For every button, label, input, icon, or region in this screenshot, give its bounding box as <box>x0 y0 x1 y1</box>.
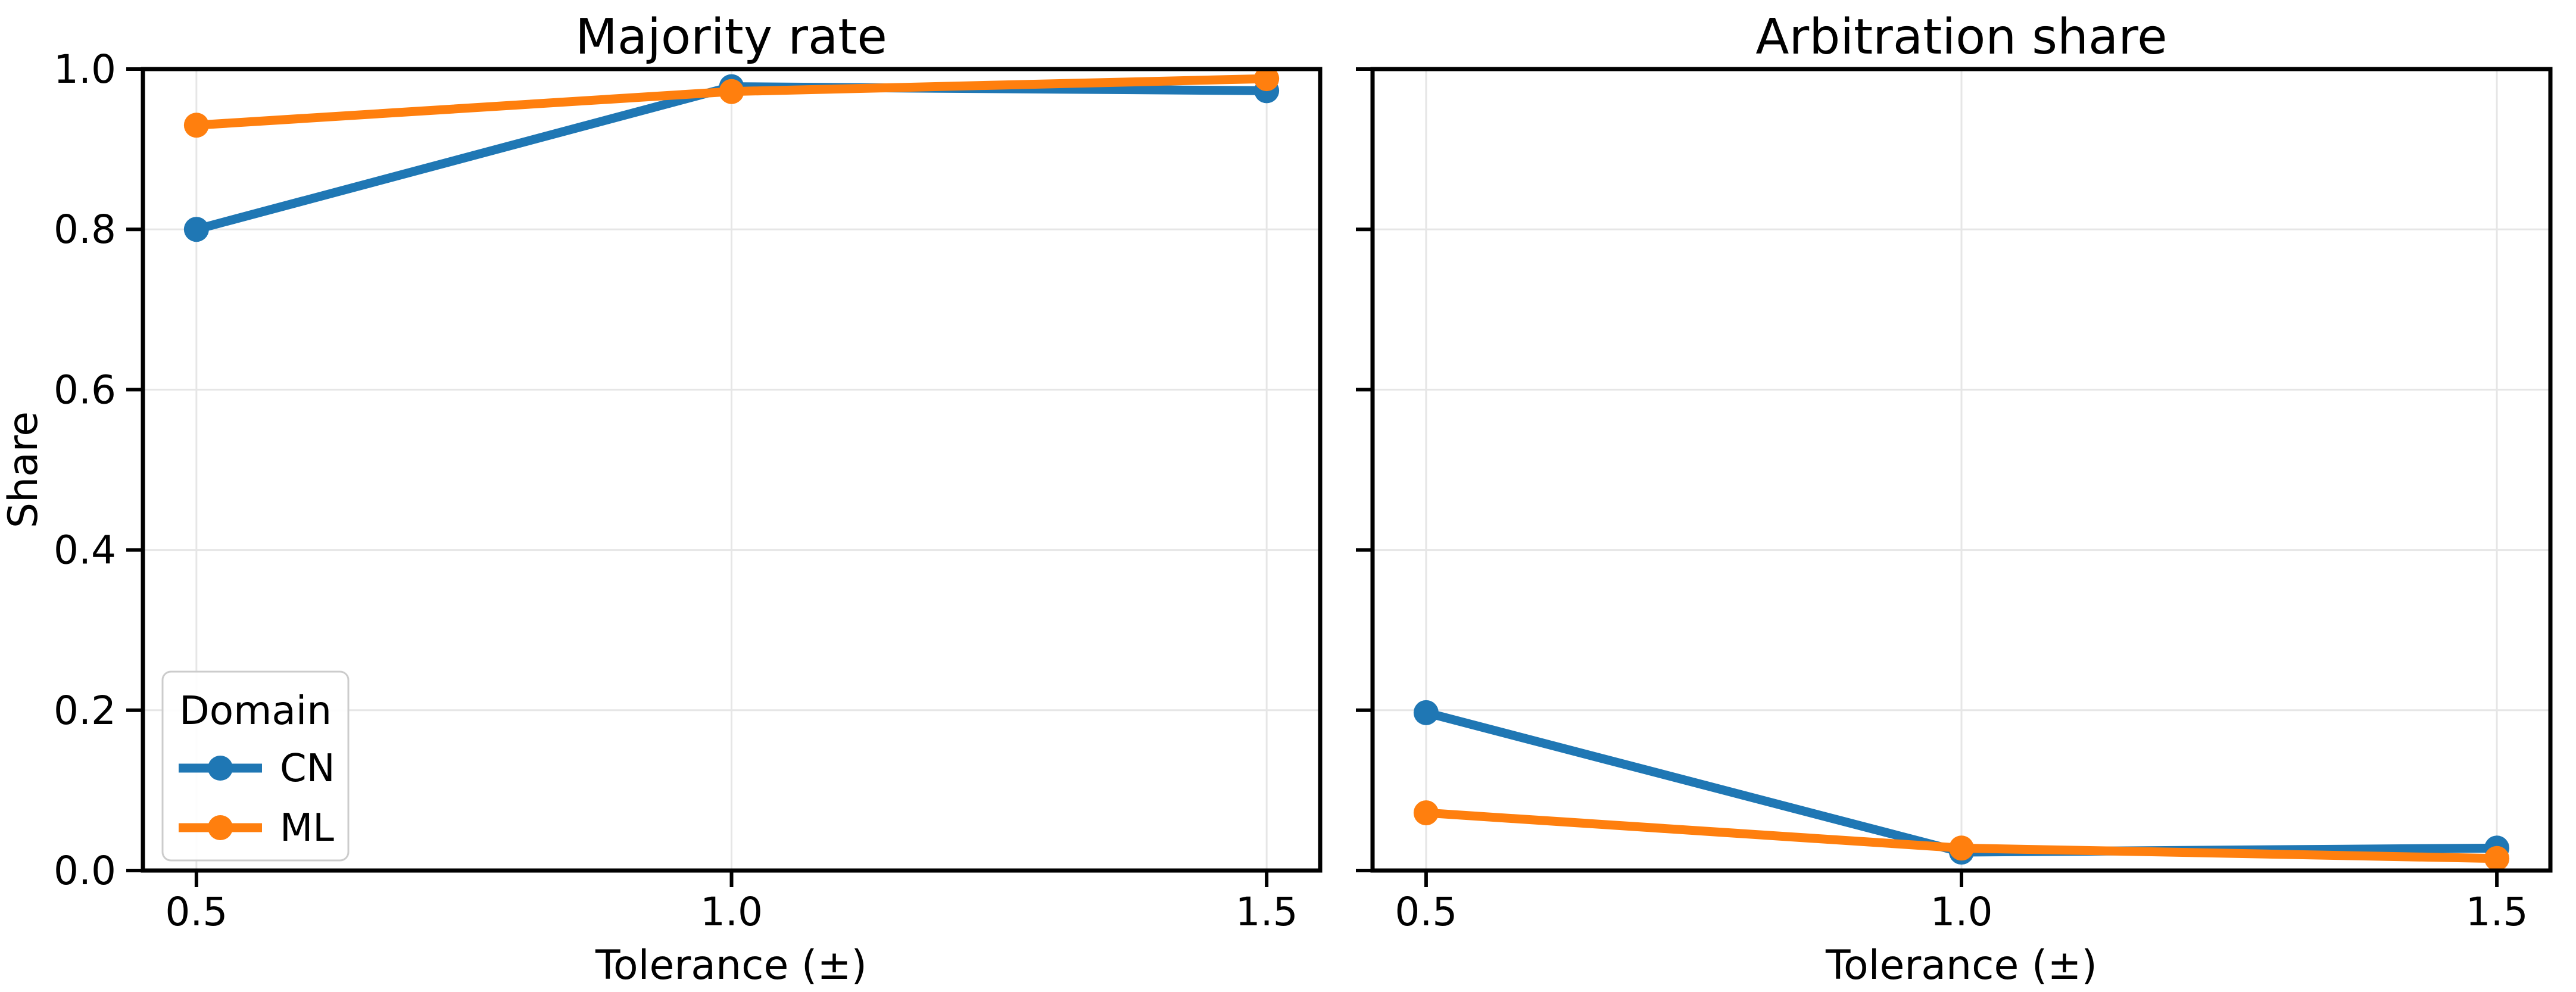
y-tick-label: 0.0 <box>54 848 116 894</box>
right-chart-title: Arbitration share <box>1755 9 2167 65</box>
data-point-ml <box>183 113 209 138</box>
y-tick-label: 0.8 <box>54 207 116 252</box>
data-point-ml <box>1413 800 1439 826</box>
left-x-axis-label: Tolerance (±) <box>595 942 867 989</box>
x-tick-label: 0.5 <box>165 889 227 935</box>
legend-marker-cn <box>208 756 233 781</box>
figure-labels: Majority rate Arbitration share Toleranc… <box>0 9 2168 989</box>
legend: Domain CN ML <box>161 670 350 862</box>
data-point-cn <box>183 217 209 242</box>
left-chart-title: Majority rate <box>575 9 887 65</box>
right-x-axis-label: Tolerance (±) <box>1825 942 2097 989</box>
x-tick-label: 1.5 <box>2466 889 2528 935</box>
gridlines <box>1373 68 2550 872</box>
subplot-arbitration-share: 0.5 1.0 1.5 <box>1356 67 2553 935</box>
legend-label-ml: ML <box>280 806 334 850</box>
x-tick-label: 1.0 <box>1931 889 1993 935</box>
data-point-ml <box>2484 846 2510 871</box>
ticks: 0.5 1.0 1.5 0.0 0.2 0.4 0.6 0.8 1.0 <box>54 46 1298 935</box>
series-group <box>1413 700 2510 871</box>
y-tick-label: 0.2 <box>54 688 116 734</box>
y-tick-label: 0.6 <box>54 367 116 413</box>
data-point-ml <box>1254 69 1280 92</box>
legend-marker-ml <box>208 815 233 840</box>
data-point-cn <box>1413 700 1439 725</box>
y-tick-label: 1.0 <box>54 46 116 92</box>
legend-entry-cn: CN <box>179 747 335 791</box>
x-tick-label: 1.5 <box>1236 889 1298 935</box>
subplot-majority-rate: 0.5 1.0 1.5 0.0 0.2 0.4 0.6 0.8 1.0 <box>54 46 1323 935</box>
legend-label-cn: CN <box>280 747 335 791</box>
y-tick-label: 0.4 <box>54 528 116 573</box>
ticks: 0.5 1.0 1.5 <box>1356 67 2528 935</box>
series-group <box>183 69 1280 242</box>
data-point-ml <box>719 79 744 104</box>
legend-entry-ml: ML <box>179 806 334 850</box>
y-axis-label: Share <box>0 411 47 528</box>
legend-title: Domain <box>179 688 332 734</box>
x-tick-label: 0.5 <box>1395 889 1457 935</box>
data-point-ml <box>1949 835 1974 861</box>
x-tick-label: 1.0 <box>700 889 763 935</box>
